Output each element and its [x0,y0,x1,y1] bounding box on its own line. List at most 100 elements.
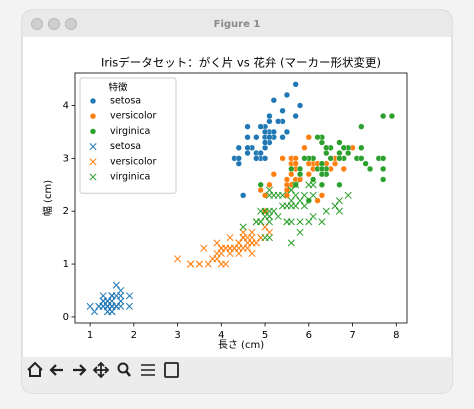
point [266,134,273,141]
point [261,139,269,146]
x-marker [108,292,116,300]
point [318,171,326,178]
point [301,144,308,151]
point [257,149,264,157]
forward-button[interactable] [73,364,87,376]
legend-label: setosa [110,141,141,152]
window-title: Figure 1 [214,19,261,30]
point [318,139,326,146]
x-marker [300,202,308,210]
x-marker [322,207,330,215]
toolbar [22,357,452,393]
home-button[interactable] [27,361,43,377]
x-tick-label: 3 [174,330,180,341]
x-marker [213,239,221,247]
chart-title: Irisデータセット：がく片 vs 花弁 (マーカー形状変更) [101,56,381,70]
x-marker [239,228,247,236]
x-marker [226,249,234,258]
point [310,176,317,183]
x-marker [248,228,256,236]
x-marker [99,292,107,300]
x-marker [296,218,304,226]
x-marker [252,239,260,247]
marks [86,81,396,316]
x-marker [270,191,278,199]
point [244,144,251,151]
point [261,192,269,199]
x-marker [104,302,112,310]
x-tick-label: 8 [393,330,399,341]
y-tick-label: 4 [63,101,69,112]
x-marker [117,286,125,295]
x-marker [335,207,343,215]
point [275,118,282,125]
x-marker [226,234,234,242]
pan-button[interactable] [92,361,110,379]
minimize-button[interactable] [48,18,60,30]
point [244,134,251,141]
point [296,176,304,183]
close-button[interactable] [31,18,43,30]
zoom-button[interactable] [65,18,77,30]
legend-label: versicolor [110,111,156,122]
x-marker [112,281,120,289]
x-marker [296,197,304,205]
point [244,149,251,157]
x-marker [104,308,112,316]
point [261,155,269,162]
point [292,160,299,167]
point [279,107,286,114]
point [266,118,273,125]
zoom-tool-handle [125,370,131,377]
x-marker [244,244,252,252]
point [358,123,365,130]
x-axis-label: 長さ (cm) [218,339,264,351]
point [327,155,334,162]
point [380,112,387,120]
point [257,123,264,130]
legend-marker [89,113,97,120]
x-marker [265,218,273,226]
x-marker [248,249,256,258]
legend-marker [89,158,97,166]
point [318,192,326,199]
x-marker [174,255,182,263]
point [270,128,277,136]
point [336,149,343,157]
point [340,165,347,173]
point [305,197,312,204]
x-marker [90,308,99,316]
point [288,165,295,173]
point [380,155,387,162]
x-marker [125,292,134,300]
x-marker [187,260,195,268]
x-marker [265,234,273,242]
toolbar-icons [27,361,179,379]
back-button[interactable] [49,364,63,376]
x-marker [292,191,300,199]
zoom-tool-button[interactable] [117,362,129,374]
x-marker [222,244,230,252]
x-marker [117,297,125,305]
x-marker [239,234,247,242]
x-marker [204,260,212,268]
save-button[interactable] [164,362,179,378]
x-marker [235,239,243,247]
point [235,144,242,151]
x-marker [230,244,238,252]
x-marker [287,197,295,205]
point [358,144,365,151]
x-marker [296,228,304,236]
point [380,165,387,173]
point [296,171,304,178]
legend-box [79,77,177,194]
x-marker [257,207,265,215]
x-marker [235,249,243,258]
configure-button[interactable] [141,364,155,376]
legend-title: 特徴 [108,82,128,94]
point [318,181,326,188]
legend-marker [89,97,97,105]
x-marker [344,191,352,199]
point [270,97,277,104]
